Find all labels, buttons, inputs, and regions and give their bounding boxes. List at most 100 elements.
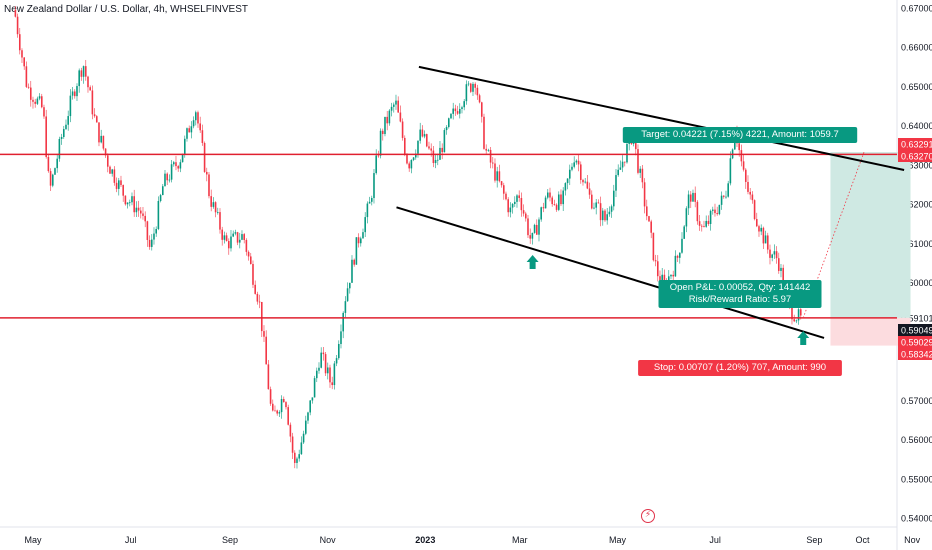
price-tag-box bbox=[898, 150, 932, 162]
candle-body bbox=[487, 149, 490, 151]
candle-body bbox=[309, 400, 311, 413]
price-tag-box bbox=[898, 138, 932, 150]
x-tick-label: May bbox=[609, 535, 627, 545]
candle-body bbox=[619, 167, 622, 170]
candle-body bbox=[705, 220, 707, 227]
candle-body bbox=[67, 116, 69, 125]
candle-body bbox=[397, 100, 399, 113]
price-tag-box bbox=[898, 336, 932, 348]
candle-body bbox=[304, 420, 307, 434]
candle-body bbox=[186, 128, 188, 139]
candle-body bbox=[214, 202, 217, 213]
candle-body bbox=[146, 221, 149, 240]
candle-body bbox=[47, 156, 50, 172]
candle-body bbox=[670, 274, 672, 277]
candle-body bbox=[557, 194, 560, 210]
x-tick-label: May bbox=[24, 535, 42, 545]
candle-body bbox=[432, 150, 435, 164]
channel-trendline bbox=[418, 65, 905, 172]
candle-body bbox=[168, 179, 171, 181]
candle-body bbox=[203, 142, 206, 172]
candle-body bbox=[799, 309, 802, 316]
candle-body bbox=[331, 382, 333, 386]
candle-body bbox=[29, 87, 32, 100]
candle-body bbox=[542, 207, 545, 209]
candle-body bbox=[62, 129, 65, 138]
candle-body bbox=[190, 126, 193, 133]
candle-body bbox=[443, 130, 446, 153]
candle-body bbox=[485, 148, 487, 151]
candle-body bbox=[370, 198, 373, 202]
candle-body bbox=[725, 196, 727, 198]
candle-body bbox=[744, 169, 747, 182]
candle-body bbox=[188, 128, 190, 133]
price-tag-box bbox=[898, 324, 932, 336]
candle-body bbox=[21, 50, 23, 58]
candle-body bbox=[599, 203, 602, 221]
candle-body bbox=[478, 95, 481, 103]
candle-body bbox=[780, 267, 782, 271]
candle-body bbox=[588, 188, 591, 195]
candle-body bbox=[300, 442, 303, 455]
candle-body bbox=[555, 204, 558, 210]
candle-body bbox=[150, 239, 153, 247]
candle-body bbox=[535, 224, 538, 235]
candle-body bbox=[692, 192, 694, 202]
candle-body bbox=[421, 129, 424, 137]
candle-body bbox=[597, 202, 600, 204]
candle-body bbox=[773, 251, 776, 255]
candle-body bbox=[507, 199, 509, 213]
candle-body bbox=[760, 227, 762, 232]
candle-body bbox=[155, 229, 157, 234]
candle-body bbox=[98, 122, 100, 143]
candle-body bbox=[172, 162, 175, 165]
x-tick-label: Sep bbox=[806, 535, 822, 545]
candle-body bbox=[102, 135, 105, 149]
candle-body bbox=[359, 238, 362, 244]
candle-body bbox=[441, 147, 443, 153]
y-tick-label: 0.66000 bbox=[901, 43, 932, 53]
price-tag-text: 0.63270 bbox=[901, 152, 932, 162]
candle-body bbox=[751, 194, 754, 201]
candle-body bbox=[373, 173, 375, 199]
candle-body bbox=[269, 389, 272, 404]
candle-body bbox=[144, 215, 146, 222]
candle-body bbox=[681, 238, 683, 253]
candle-body bbox=[56, 158, 58, 169]
bolt-circle-icon[interactable]: ⚡ bbox=[641, 509, 655, 523]
candle-body bbox=[595, 202, 597, 208]
channel-trendline bbox=[396, 206, 825, 339]
candle-body bbox=[80, 70, 83, 77]
candle-body bbox=[390, 106, 393, 111]
candle-body bbox=[764, 235, 767, 244]
candle-body bbox=[425, 134, 428, 147]
candle-body bbox=[263, 331, 265, 337]
candle-body bbox=[362, 232, 364, 239]
candle-body bbox=[36, 98, 39, 104]
candle-body bbox=[243, 234, 245, 240]
candle-body bbox=[208, 174, 210, 197]
candle-body bbox=[91, 90, 94, 115]
candle-body bbox=[210, 196, 212, 207]
y-tick-label: 0.59101 bbox=[901, 313, 932, 323]
candle-body bbox=[476, 87, 479, 96]
candle-body bbox=[498, 171, 501, 182]
candle-body bbox=[161, 186, 164, 196]
candle-body bbox=[742, 161, 745, 170]
candle-body bbox=[377, 155, 380, 157]
candle-body bbox=[584, 181, 586, 183]
candle-body bbox=[401, 121, 404, 138]
candle-body bbox=[461, 107, 463, 109]
candle-body bbox=[727, 183, 729, 197]
candle-body bbox=[234, 232, 237, 234]
candle-body bbox=[489, 149, 492, 163]
candle-body bbox=[159, 195, 162, 201]
price-tag-text: 0.58342 bbox=[901, 350, 932, 360]
candle-body bbox=[568, 169, 571, 179]
candle-body bbox=[797, 309, 800, 321]
candle-body bbox=[687, 194, 690, 209]
candle-body bbox=[216, 212, 219, 213]
candle-body bbox=[571, 166, 573, 170]
candle-body bbox=[201, 130, 204, 143]
